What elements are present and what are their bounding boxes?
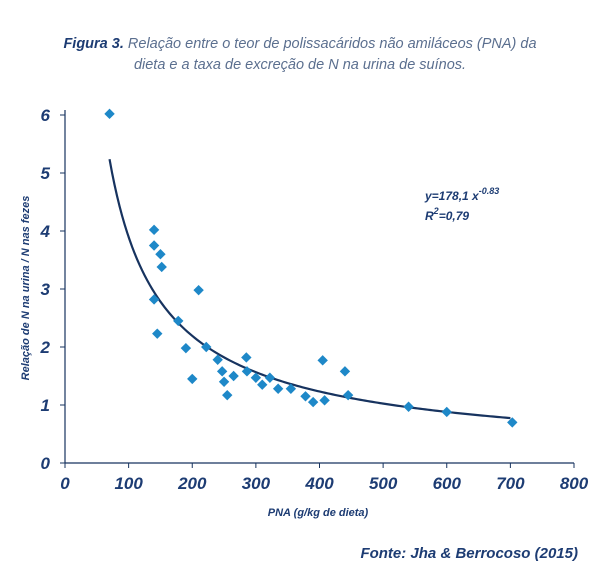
data-point (180, 342, 192, 354)
data-point (307, 396, 319, 408)
data-point (173, 315, 184, 327)
data-point (272, 383, 284, 394)
r2-symbol: R (425, 209, 434, 223)
x-axis-title: PNA (g/kg de dieta) (268, 507, 369, 519)
svg-text:y=178,1 x-0.83: y=178,1 x-0.83 (424, 186, 499, 203)
x-tick-label: 500 (369, 474, 398, 493)
data-point (228, 370, 239, 382)
data-point (187, 373, 198, 385)
data-point (300, 391, 311, 402)
x-tick-label: 700 (496, 474, 525, 493)
data-point (218, 376, 230, 387)
data-point (148, 240, 160, 251)
data-point (148, 294, 160, 305)
data-point (212, 354, 223, 365)
data-point (156, 261, 167, 273)
y-tick-label: 5 (41, 164, 51, 183)
data-point (222, 389, 233, 401)
x-tick-label: 300 (242, 474, 271, 493)
figure-caption-text: Relação entre o teor de polissacáridos n… (127, 36, 537, 73)
data-point (193, 284, 204, 296)
figure-caption: Figura 3. Relação entre o teor de poliss… (60, 34, 540, 76)
x-tick-label: 400 (304, 474, 334, 493)
data-point (264, 372, 276, 383)
y-tick-label: 6 (41, 106, 51, 125)
data-point (339, 366, 351, 377)
y-tick-label: 3 (41, 280, 51, 299)
data-point (342, 389, 354, 401)
data-point (317, 355, 328, 366)
y-tick-label: 1 (41, 396, 50, 415)
r2-superscript: 2 (433, 206, 439, 216)
x-tick-label: 100 (114, 474, 143, 493)
data-point (148, 224, 160, 236)
equation-exponent: -0.83 (479, 186, 500, 196)
figure-label: Figura 3. (63, 36, 124, 52)
data-point (241, 352, 252, 363)
r2-value: =0,79 (439, 209, 470, 223)
source-credit: Fonte: Jha & Berrocoso (2015) (360, 545, 578, 562)
data-point (104, 108, 115, 120)
y-tick-label: 0 (41, 454, 51, 473)
data-point (403, 401, 414, 412)
trend-equation: y=178,1 x-0.83 R2=0,79 (424, 186, 499, 223)
x-tick-label: 800 (560, 474, 589, 493)
equation-line1: y=178,1 x (424, 189, 480, 203)
svg-text:R2=0,79: R2=0,79 (425, 206, 469, 223)
y-tick-label: 4 (40, 222, 51, 241)
data-point (257, 379, 268, 390)
x-tick-label: 600 (433, 474, 462, 493)
data-point (507, 417, 518, 428)
data-point (250, 372, 262, 383)
data-point (441, 406, 452, 418)
y-axis-title: Relação de N na urina / N nas fezes (20, 196, 32, 381)
data-point (319, 395, 330, 406)
data-point (155, 249, 166, 260)
data-point (241, 366, 253, 377)
x-tick-label: 0 (60, 474, 70, 493)
y-tick-label: 2 (40, 338, 51, 357)
data-point (285, 383, 297, 394)
x-tick-label: 200 (177, 474, 207, 493)
data-point (216, 366, 228, 377)
data-point (201, 341, 212, 353)
data-point (152, 328, 163, 339)
